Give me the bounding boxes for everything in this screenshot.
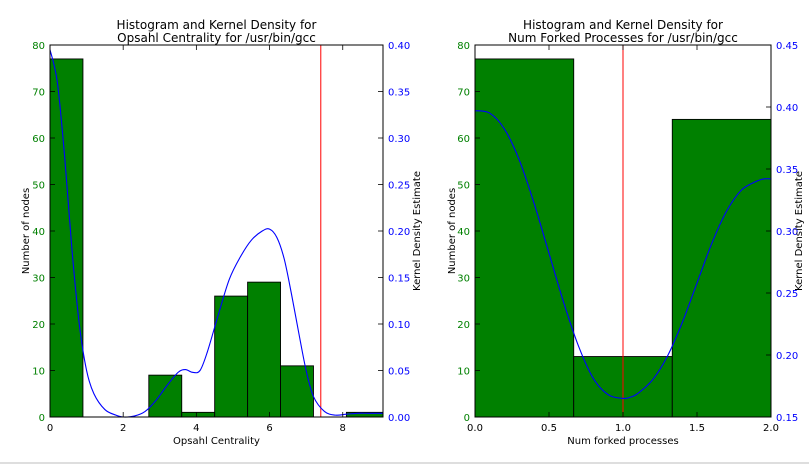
y2-tick-label: 0.15	[776, 413, 798, 424]
y2-tick-label: 0.05	[388, 367, 410, 378]
y2-tick-label: 0.20	[776, 351, 798, 362]
y2-tick-label: 0.20	[388, 227, 410, 238]
y2-tick-label: 0.30	[776, 227, 798, 238]
y2-tick-label: 0.35	[776, 165, 798, 176]
x-tick-label: 0.5	[541, 423, 557, 434]
histogram-bar	[148, 374, 183, 418]
y-tick-label: 20	[32, 320, 45, 331]
histogram-bar	[474, 58, 575, 418]
y-axis-label: Number of nodes	[21, 188, 32, 274]
histogram-bar	[181, 411, 216, 418]
histogram-bar	[280, 365, 314, 418]
y2-tick-label: 0.35	[388, 88, 410, 99]
y2-tick-label: 0.25	[776, 289, 798, 300]
x-tick-label: 2.0	[763, 423, 779, 434]
x-tick-label: 8	[340, 423, 346, 434]
histogram-bar	[49, 58, 84, 418]
histogram-bar	[214, 295, 249, 418]
y-tick-label: 80	[32, 41, 45, 52]
y2-tick-label: 0.10	[388, 320, 410, 331]
y-tick-label: 60	[457, 134, 470, 145]
histogram-bar	[671, 118, 772, 418]
x-tick-label: 0	[47, 423, 53, 434]
y-tick-label: 30	[457, 274, 470, 285]
y-tick-label: 10	[457, 367, 470, 378]
y2-tick-label: 0.40	[388, 41, 410, 52]
y2-tick-label: 0.30	[388, 134, 410, 145]
y-tick-label: 70	[32, 88, 45, 99]
chart-panel-num-forked-processes: 0.0 0.5 1.0 1.5 2.0 0 10 20 30 40 50 60 70 80 0.15 0.20…	[447, 18, 805, 447]
y2-axis-label: Kernel Density Estimate	[794, 171, 805, 291]
x-axis-label: Opsahl Centrality	[173, 436, 260, 447]
y-tick-label: 50	[32, 181, 45, 192]
y2-axis-label: Kernel Density Estimate	[412, 171, 423, 291]
y2-tick-label: 0.15	[388, 274, 410, 285]
histogram-bar	[247, 281, 281, 418]
y-tick-label: 0	[464, 413, 470, 424]
x-tick-label: 1.5	[689, 423, 705, 434]
y-tick-label: 70	[457, 88, 470, 99]
y-tick-label: 50	[457, 181, 470, 192]
chart-panel-opsahl-centrality: 0 2 4 6 8010203040506070800.000.050.100.150.…	[21, 18, 423, 447]
y-tick-label: 30	[32, 274, 45, 285]
y-tick-label: 60	[32, 134, 45, 145]
x-tick-label: 6	[266, 423, 272, 434]
chart-title-line: Histogram and Kernel Density for	[117, 18, 317, 32]
kde-curve	[49, 49, 383, 418]
y2-tick-label: 0.45	[776, 41, 798, 52]
y2-tick-label: 0.25	[388, 181, 410, 192]
x-tick-label: 0.0	[467, 423, 483, 434]
kde-curve	[474, 110, 772, 400]
y-tick-label: 0	[39, 413, 45, 424]
y-axis-label: Number of nodes	[447, 188, 458, 274]
y-tick-label: 40	[457, 227, 470, 238]
y2-tick-label: 0.00	[388, 413, 410, 424]
x-tick-label: 1.0	[615, 423, 631, 434]
chart-title-line: Opsahl Centrality for /usr/bin/gcc	[117, 31, 316, 45]
y2-tick-label: 0.40	[776, 103, 798, 114]
chart-title-line: Num Forked Processes for /usr/bin/gcc	[508, 31, 738, 45]
y-tick-label: 10	[32, 367, 45, 378]
x-axis-label: Num forked processes	[567, 436, 678, 447]
y-tick-label: 20	[457, 320, 470, 331]
y-tick-label: 40	[32, 227, 45, 238]
y-tick-label: 80	[457, 41, 470, 52]
x-tick-label: 2	[120, 423, 126, 434]
x-tick-label: 4	[193, 423, 199, 434]
chart-title-line: Histogram and Kernel Density for	[523, 18, 723, 32]
